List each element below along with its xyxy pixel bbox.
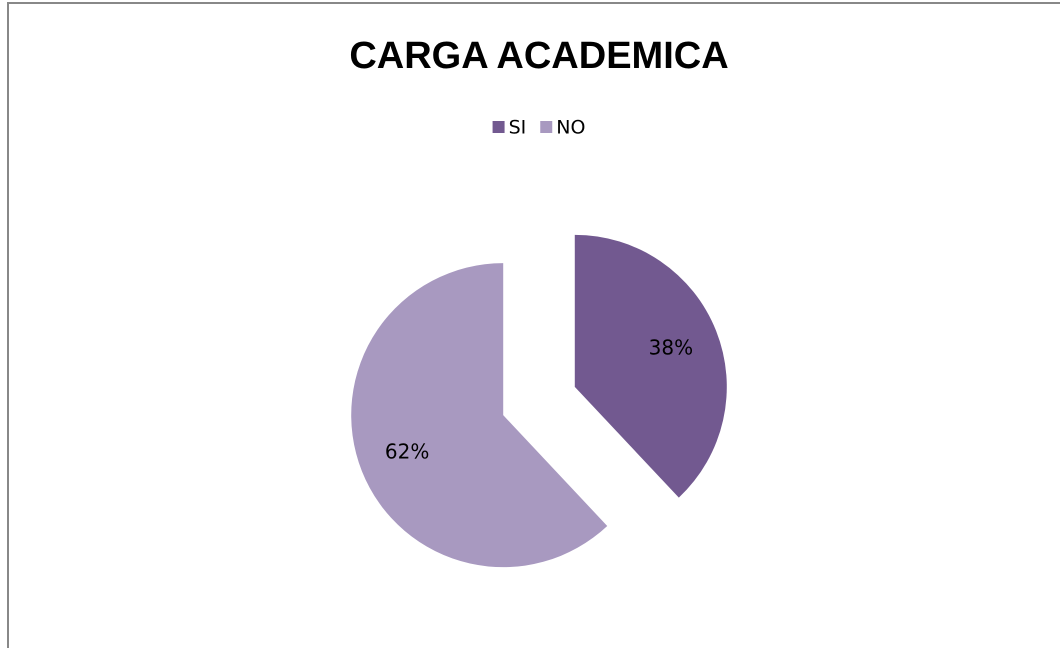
legend-label: NO <box>556 117 585 139</box>
legend-label: SI <box>509 117 527 139</box>
data-label: 38% <box>649 335 693 359</box>
data-label: 62% <box>385 440 429 464</box>
chart-title: CARGA ACADEMICA <box>349 35 728 77</box>
pie-slice <box>574 234 727 498</box>
legend-swatch <box>540 121 553 133</box>
legend-swatch <box>492 121 505 133</box>
pie-slice <box>351 263 608 568</box>
